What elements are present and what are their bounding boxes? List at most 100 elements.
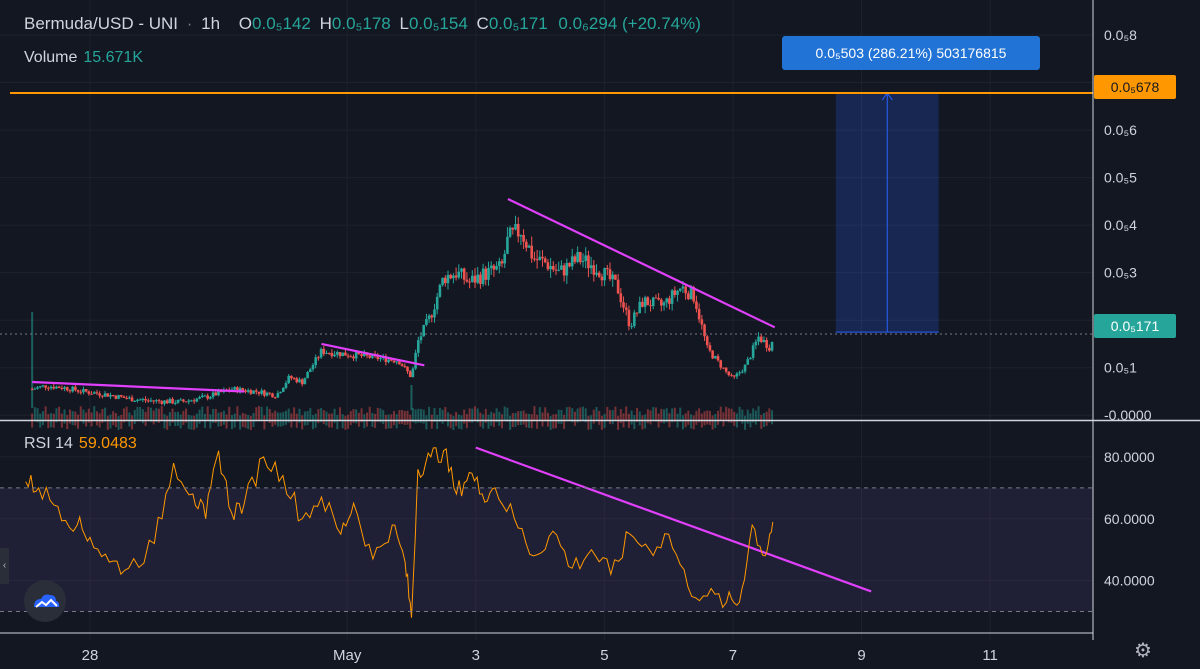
volume-bar bbox=[425, 415, 428, 430]
candle-body bbox=[557, 269, 561, 271]
collapse-arrow-icon[interactable]: ‹ bbox=[0, 548, 9, 584]
candle-body bbox=[330, 352, 334, 357]
volume-bar bbox=[214, 408, 217, 423]
candle-body bbox=[673, 290, 677, 295]
symbol-title[interactable]: Bermuda/USD - UNI bbox=[24, 14, 178, 33]
candle-body bbox=[749, 357, 752, 360]
candle-body bbox=[695, 301, 698, 309]
volume-bar bbox=[74, 411, 77, 426]
candle-body bbox=[254, 390, 258, 392]
volume-bar bbox=[490, 411, 493, 426]
candle-body bbox=[606, 267, 609, 270]
candle-body bbox=[200, 395, 204, 398]
volume-bar bbox=[352, 409, 355, 424]
candle-body bbox=[173, 402, 177, 404]
candle-body bbox=[392, 360, 396, 363]
volume-bar bbox=[484, 408, 487, 423]
volume-bar bbox=[293, 407, 296, 422]
volume-bar bbox=[463, 409, 466, 424]
measure-tool[interactable] bbox=[0, 91, 1093, 335]
volume-bar bbox=[722, 412, 725, 427]
volume-bar bbox=[36, 408, 39, 423]
volume-bar bbox=[614, 406, 617, 421]
volume-bar bbox=[125, 406, 128, 421]
candle-body bbox=[416, 340, 420, 353]
candle-body bbox=[338, 352, 342, 357]
candle-body bbox=[700, 319, 704, 325]
candle-body bbox=[333, 354, 336, 357]
volume-bar bbox=[398, 410, 401, 425]
volume-bar bbox=[136, 406, 139, 421]
volume-bar bbox=[457, 414, 460, 429]
volume-bar bbox=[452, 415, 455, 430]
candle-body bbox=[576, 252, 579, 262]
volume-bar bbox=[479, 412, 482, 427]
volume-bar bbox=[573, 411, 576, 426]
candle-body bbox=[214, 392, 218, 396]
volume-bars bbox=[31, 312, 774, 430]
candle-body bbox=[581, 260, 585, 263]
candles bbox=[30, 215, 774, 406]
candle-body bbox=[765, 339, 768, 348]
candle-body bbox=[268, 392, 272, 394]
candle-body bbox=[757, 336, 760, 342]
candle-body bbox=[246, 390, 250, 392]
close-value: 0.0₅171 bbox=[488, 14, 548, 33]
volume-bar bbox=[220, 412, 223, 427]
interval-label[interactable]: 1h bbox=[201, 14, 221, 33]
chart-header: Bermuda/USD - UNI · 1h O0.0₅142 H0.0₅178… bbox=[24, 14, 701, 33]
candle-body bbox=[462, 268, 466, 280]
volume-bar bbox=[222, 410, 225, 425]
trendline bbox=[32, 380, 245, 393]
volume-bar bbox=[228, 406, 231, 421]
candle-body bbox=[638, 301, 642, 314]
candle-body bbox=[119, 395, 123, 397]
candle-body bbox=[665, 298, 669, 303]
trendlines[interactable] bbox=[32, 197, 872, 593]
volume-bar bbox=[303, 411, 306, 426]
volume-bar bbox=[187, 414, 190, 429]
volume-bar bbox=[560, 409, 563, 424]
candle-body bbox=[427, 315, 431, 320]
candle-body bbox=[433, 309, 436, 318]
volume-bar bbox=[671, 408, 674, 423]
volume-bar bbox=[738, 406, 741, 421]
volume-bar bbox=[468, 408, 471, 423]
price-tick-label: 0.0₅4 bbox=[1104, 217, 1137, 233]
candle-body bbox=[743, 364, 747, 372]
candle-body bbox=[562, 265, 566, 276]
candle-body bbox=[111, 395, 115, 397]
candle-body bbox=[176, 399, 180, 403]
volume-bar bbox=[104, 407, 107, 422]
volume-bar bbox=[644, 414, 647, 429]
candle-body bbox=[630, 326, 633, 328]
candle-body bbox=[233, 387, 236, 390]
volume-bar bbox=[563, 414, 566, 429]
candle-body bbox=[732, 375, 736, 377]
trendline bbox=[507, 197, 776, 329]
volume-bar bbox=[744, 415, 747, 430]
candle-body bbox=[284, 382, 288, 388]
candle-body bbox=[514, 223, 517, 230]
volume-bar bbox=[230, 415, 233, 430]
volume-bar bbox=[320, 408, 323, 423]
candle-body bbox=[619, 293, 623, 303]
volume-bar bbox=[636, 407, 639, 422]
candle-body bbox=[579, 252, 582, 263]
volume-bar bbox=[284, 410, 287, 425]
volume-bar bbox=[611, 410, 614, 425]
candle-body bbox=[708, 345, 712, 351]
volume-bar bbox=[471, 408, 474, 423]
gear-icon[interactable]: ⚙ bbox=[1134, 640, 1152, 662]
volume-bar bbox=[120, 414, 123, 429]
candle-body bbox=[379, 357, 382, 360]
candle-body bbox=[457, 271, 461, 278]
candle-body bbox=[349, 356, 353, 358]
volume-bar bbox=[274, 410, 277, 425]
volume-bar bbox=[106, 415, 109, 430]
candle-body bbox=[419, 336, 423, 341]
volume-bar bbox=[503, 406, 506, 421]
volume-bar bbox=[698, 408, 701, 423]
candle-body bbox=[692, 287, 696, 302]
